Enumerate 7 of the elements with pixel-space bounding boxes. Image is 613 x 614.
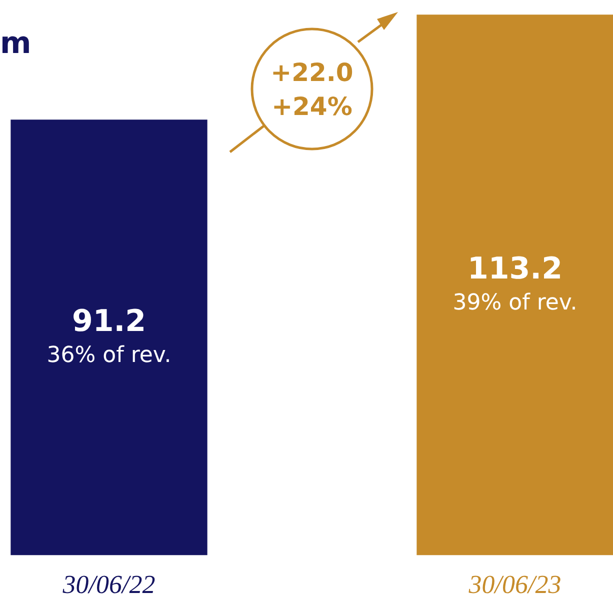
annotation: +24% — [272, 92, 352, 121]
chart-title: m — [0, 26, 32, 61]
data-label: 91.2 36% of rev. — [46, 304, 172, 368]
x-tick-label: 30/06/22 — [62, 570, 156, 600]
annotation: +22.0 — [270, 58, 354, 87]
x-tick-label: 30/06/23 — [468, 570, 562, 600]
data-label: 113.2 39% of rev. — [452, 252, 578, 316]
